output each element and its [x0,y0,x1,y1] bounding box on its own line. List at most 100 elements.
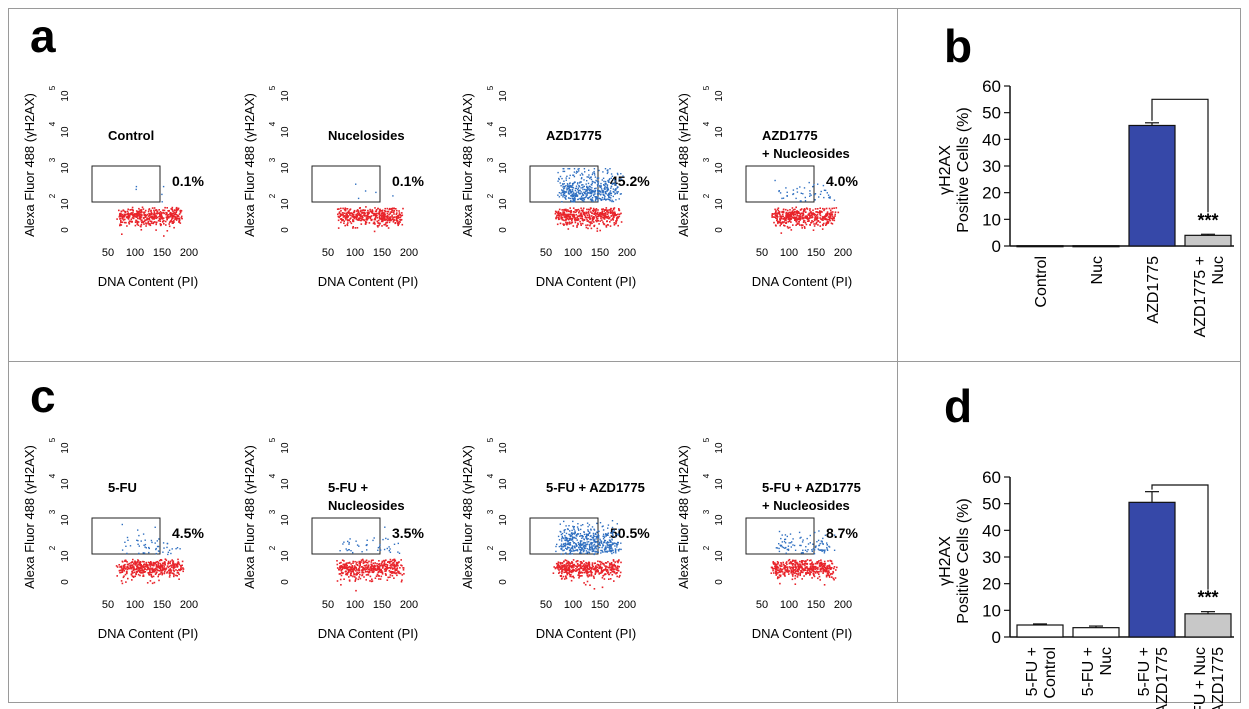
event-dot-ungated [178,219,181,222]
event-dot-ungated [138,216,141,219]
event-dot-gated [573,201,576,203]
event-dot-ungated [600,570,603,573]
event-dot-ungated [783,566,785,569]
event-dot-gated [585,547,587,549]
event-dot-ungated [153,581,156,584]
event-dot-gated [806,550,808,553]
event-dot-ungated [591,209,594,212]
flow-x-tick-label: 200 [618,599,636,611]
event-dot-ungated [776,573,778,575]
event-dot-ungated [157,563,159,565]
event-dot-ungated [385,219,387,221]
event-dot-ungated [611,213,614,215]
event-dot-ungated [170,212,173,215]
event-dot-gated [602,538,605,540]
event-dot-ungated [369,208,371,211]
event-dot-ungated [158,559,161,562]
event-dot-ungated [397,222,400,224]
event-dot-gated [593,539,596,541]
event-dot-gated [569,190,571,192]
event-dot-ungated [173,226,175,229]
event-dot-ungated [158,565,160,568]
event-dot-ungated [120,580,123,582]
event-dot-ungated [392,217,395,219]
event-dot-ungated [802,224,804,226]
event-dot-ungated [805,217,808,219]
event-dot-ungated [565,563,568,565]
event-dot-gated [575,192,577,195]
event-dot-ungated [161,562,164,565]
event-dot-ungated [365,568,368,570]
event-dot-ungated [362,562,365,564]
event-dot-gated [595,187,597,189]
event-dot-ungated [796,563,798,565]
event-dot-gated [568,185,571,187]
panel-label-d: d [944,380,972,432]
event-dot-ungated [362,566,365,569]
event-dot-ungated [172,210,174,213]
event-dot-ungated [817,571,819,573]
event-dot-ungated [788,216,790,219]
event-dot-ungated [382,218,384,220]
event-dot-ungated [340,574,343,577]
event-dot-ungated [131,572,134,574]
event-dot-ungated [799,209,802,211]
event-dot-ungated [373,230,376,233]
event-dot-ungated [353,211,355,214]
event-dot-ungated [820,210,822,213]
event-dot-ungated [772,569,774,572]
event-dot-gated [571,186,573,188]
event-dot-ungated [798,569,800,571]
event-dot-ungated [342,218,344,221]
event-dot-ungated [352,216,355,218]
event-dot-gated [807,549,809,551]
event-dot-gated [566,188,568,190]
event-dot-gated [615,199,617,201]
event-dot-ungated [151,215,154,218]
flow-y-tick: 104 [702,473,725,489]
event-dot-gated [570,200,572,202]
event-dot-gated [606,541,609,544]
event-dot-gated [579,193,582,195]
event-dot-ungated [587,210,590,213]
event-dot-gated [607,180,610,183]
event-dot-ungated [383,219,385,221]
event-dot-ungated [792,213,794,215]
event-dot-ungated [607,571,610,573]
event-dot-gated [561,535,563,538]
event-dot-ungated [339,214,342,216]
event-dot-gated [560,543,563,545]
event-dot-ungated [607,561,609,563]
event-dot-gated [591,180,594,183]
event-dot-gated [573,550,576,552]
event-dot-gated [569,538,571,541]
event-dot-ungated [340,566,343,568]
event-dot-ungated [370,566,372,568]
event-dot-gated [602,198,604,201]
significance-stars: *** [1197,210,1218,230]
event-dot-ungated [809,574,811,576]
event-dot-ungated [593,562,596,565]
event-dot-ungated [800,208,803,210]
event-dot-ungated [128,567,131,570]
event-dot-ungated [148,208,151,210]
event-dot-gated [780,544,783,547]
event-dot-ungated [354,227,357,229]
event-dot-ungated [603,212,605,215]
event-dot-gated [570,537,572,540]
flow-y-tick-label: 10 [714,478,725,490]
event-dot-ungated [573,566,575,568]
flow-y-tick-label: 10 [498,442,509,454]
event-dot-ungated [354,216,356,218]
event-dot-ungated [130,218,133,221]
event-dot-gated [176,547,179,549]
event-dot-ungated [567,568,569,570]
event-dot-gated [567,185,569,188]
event-dot-gated [829,197,831,199]
event-dot-ungated [559,568,562,570]
event-dot-gated [609,168,611,170]
event-dot-ungated [142,574,145,576]
event-dot-gated [606,184,609,186]
event-dot-gated [614,192,617,195]
event-dot-ungated [603,210,606,212]
